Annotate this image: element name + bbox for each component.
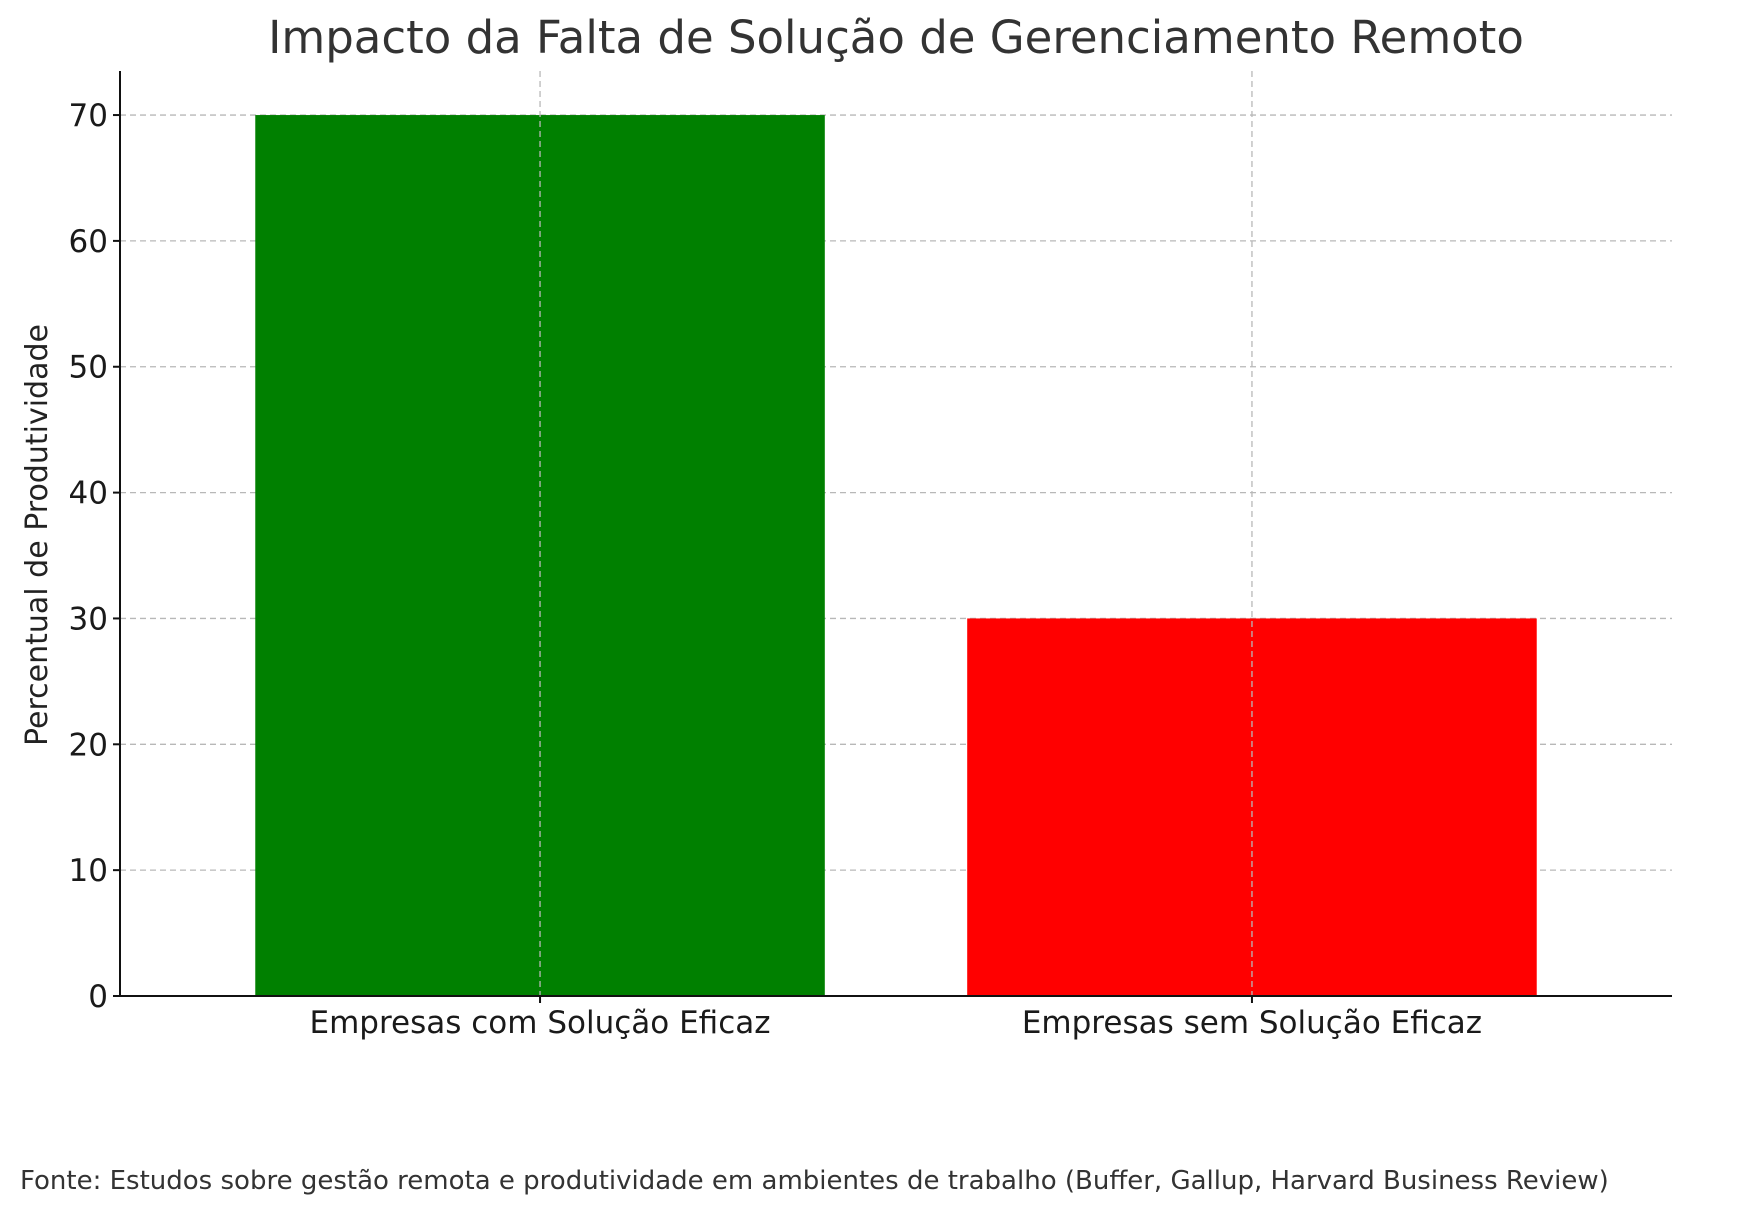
y-axis-label: Percentual de Produtividade xyxy=(20,324,55,746)
x-tick-label: Empresas sem Solução Eficaz xyxy=(1022,1005,1482,1041)
axes xyxy=(119,71,1672,997)
y-tick-label: 20 xyxy=(69,727,108,763)
y-tick-label: 0 xyxy=(88,979,108,1015)
source-note: Fonte: Estudos sobre gestão remota e pro… xyxy=(20,1166,1609,1196)
chart-title: Impacto da Falta de Solução de Gerenciam… xyxy=(268,11,1524,64)
vertical-grid xyxy=(539,71,1253,996)
x-tick-label: Empresas com Solução Eficaz xyxy=(310,1005,771,1041)
y-tick-label: 30 xyxy=(69,601,108,637)
x-ticks: Empresas com Solução Eficaz Empresas sem … xyxy=(310,996,1482,1041)
bars xyxy=(255,115,1537,997)
y-tick-label: 10 xyxy=(69,853,108,889)
y-tick-label: 70 xyxy=(69,98,108,134)
y-tick-label: 50 xyxy=(69,350,108,386)
y-ticks: 0 10 20 30 40 50 60 70 xyxy=(69,98,120,1015)
y-tick-label: 60 xyxy=(69,224,108,260)
y-tick-label: 40 xyxy=(69,476,108,512)
